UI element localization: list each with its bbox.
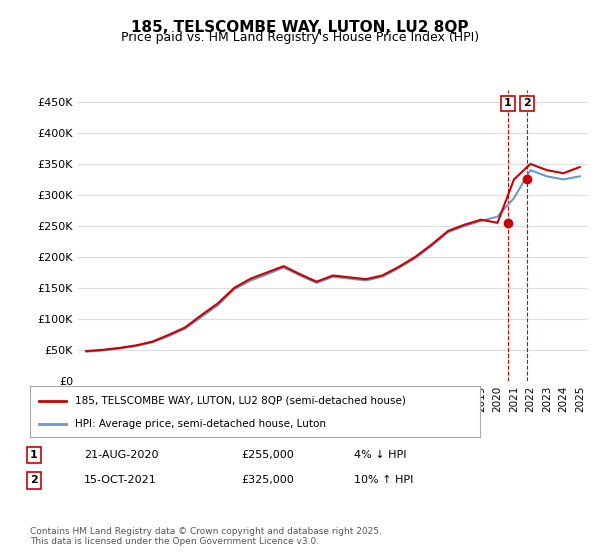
Text: 21-AUG-2020: 21-AUG-2020	[84, 450, 158, 460]
Text: HPI: Average price, semi-detached house, Luton: HPI: Average price, semi-detached house,…	[75, 419, 326, 429]
Text: 185, TELSCOMBE WAY, LUTON, LU2 8QP (semi-detached house): 185, TELSCOMBE WAY, LUTON, LU2 8QP (semi…	[75, 395, 406, 405]
Text: 2: 2	[523, 99, 531, 108]
Text: 10% ↑ HPI: 10% ↑ HPI	[354, 475, 413, 485]
Text: 2: 2	[30, 475, 38, 485]
Text: 4% ↓ HPI: 4% ↓ HPI	[354, 450, 407, 460]
Text: 15-OCT-2021: 15-OCT-2021	[84, 475, 157, 485]
Text: 1: 1	[504, 99, 512, 108]
Text: Price paid vs. HM Land Registry's House Price Index (HPI): Price paid vs. HM Land Registry's House …	[121, 31, 479, 44]
Text: 1: 1	[30, 450, 38, 460]
Text: £255,000: £255,000	[241, 450, 294, 460]
Text: £325,000: £325,000	[241, 475, 294, 485]
Text: Contains HM Land Registry data © Crown copyright and database right 2025.
This d: Contains HM Land Registry data © Crown c…	[30, 526, 382, 546]
Text: 185, TELSCOMBE WAY, LUTON, LU2 8QP: 185, TELSCOMBE WAY, LUTON, LU2 8QP	[131, 20, 469, 35]
